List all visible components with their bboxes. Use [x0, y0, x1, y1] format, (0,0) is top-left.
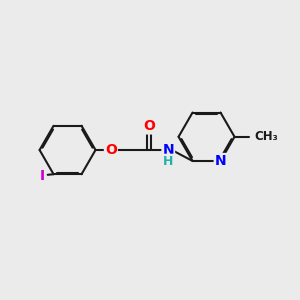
Text: H: H	[163, 155, 173, 168]
Text: N: N	[162, 143, 174, 157]
Text: N: N	[215, 154, 226, 168]
Text: O: O	[105, 143, 117, 157]
Text: I: I	[40, 169, 45, 183]
Text: O: O	[143, 119, 155, 134]
Text: CH₃: CH₃	[254, 130, 278, 143]
